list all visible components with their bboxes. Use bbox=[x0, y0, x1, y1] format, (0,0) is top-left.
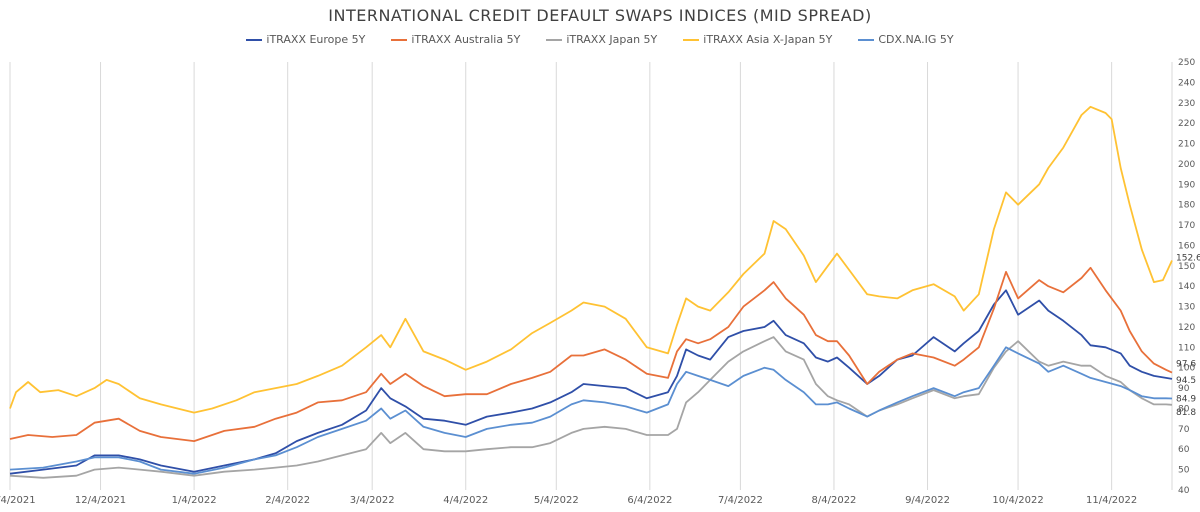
series-end-label: 94.5 bbox=[1176, 376, 1196, 386]
x-tick-label: 7/4/2022 bbox=[718, 495, 763, 506]
legend-label: iTRAXX Europe 5Y bbox=[266, 33, 366, 46]
legend-label: CDX.NA.IG 5Y bbox=[878, 33, 954, 46]
x-tick-label: 11/4/2022 bbox=[1086, 495, 1137, 506]
x-tick-label: 1/4/2022 bbox=[172, 495, 217, 506]
series-end-label: 97.6 bbox=[1176, 360, 1196, 370]
y-tick-label: 190 bbox=[1178, 180, 1195, 190]
y-tick-label: 160 bbox=[1178, 241, 1195, 251]
legend-label: iTRAXX Japan 5Y bbox=[566, 33, 658, 46]
series-end-label: 84.9 bbox=[1176, 394, 1196, 404]
legend-swatch bbox=[683, 38, 700, 41]
series-line-3 bbox=[9, 336, 1173, 479]
y-tick-label: 250 bbox=[1178, 58, 1195, 68]
y-tick-label: 210 bbox=[1178, 140, 1195, 150]
x-tick-label: 11/4/2021 bbox=[0, 495, 36, 506]
legend-swatch bbox=[858, 38, 875, 41]
y-tick-label: 40 bbox=[1178, 486, 1190, 496]
legend-item: iTRAXX Asia X-Japan 5Y bbox=[683, 33, 832, 46]
y-tick-label: 170 bbox=[1178, 221, 1195, 231]
x-tick-label: 12/4/2021 bbox=[75, 495, 126, 506]
series-line-1 bbox=[9, 289, 1173, 475]
x-tick-label: 2/4/2022 bbox=[265, 495, 310, 506]
legend-label: iTRAXX Asia X-Japan 5Y bbox=[703, 33, 833, 46]
y-tick-label: 220 bbox=[1178, 119, 1195, 129]
y-tick-label: 50 bbox=[1178, 466, 1190, 476]
series-line-2 bbox=[9, 266, 1173, 443]
y-tick-label: 120 bbox=[1178, 323, 1195, 333]
series-end-label: 152.6 bbox=[1176, 254, 1200, 264]
legend-label: iTRAXX Australia 5Y bbox=[411, 33, 521, 46]
x-tick-label: 6/4/2022 bbox=[627, 495, 672, 506]
legend-item: iTRAXX Australia 5Y bbox=[391, 33, 520, 46]
chart-legend: iTRAXX Europe 5Y iTRAXX Australia 5Y iTRAX… bbox=[0, 33, 1200, 46]
y-tick-label: 80 bbox=[1178, 404, 1190, 414]
legend-item: CDX.NA.IG 5Y bbox=[858, 33, 954, 46]
x-tick-label: 9/4/2022 bbox=[905, 495, 950, 506]
y-tick-label: 130 bbox=[1178, 303, 1195, 313]
chart-title: INTERNATIONAL CREDIT DEFAULT SWAPS INDIC… bbox=[328, 6, 872, 25]
y-tick-label: 180 bbox=[1178, 201, 1195, 211]
series-line-5 bbox=[9, 346, 1173, 475]
legend-item: iTRAXX Japan 5Y bbox=[546, 33, 657, 46]
y-tick-label: 200 bbox=[1178, 160, 1195, 170]
series-end-label: 81.8 bbox=[1176, 408, 1196, 418]
x-tick-label: 8/4/2022 bbox=[812, 495, 857, 506]
y-tick-label: 60 bbox=[1178, 445, 1190, 455]
x-tick-label: 3/4/2022 bbox=[350, 495, 395, 506]
legend-swatch bbox=[246, 38, 263, 41]
y-tick-label: 100 bbox=[1178, 364, 1195, 374]
series-line-4 bbox=[9, 105, 1173, 414]
legend-swatch bbox=[546, 38, 563, 41]
y-tick-label: 110 bbox=[1178, 343, 1195, 353]
y-tick-label: 150 bbox=[1178, 262, 1195, 272]
y-tick-label: 70 bbox=[1178, 425, 1190, 435]
legend-swatch bbox=[391, 38, 408, 41]
x-tick-label: 10/4/2022 bbox=[992, 495, 1043, 506]
x-tick-label: 5/4/2022 bbox=[534, 495, 579, 506]
x-tick-label: 4/4/2022 bbox=[443, 495, 488, 506]
y-tick-label: 230 bbox=[1178, 99, 1195, 109]
y-tick-label: 90 bbox=[1178, 384, 1190, 394]
y-tick-label: 240 bbox=[1178, 78, 1195, 88]
legend-item: iTRAXX Europe 5Y bbox=[246, 33, 365, 46]
y-tick-label: 140 bbox=[1178, 282, 1195, 292]
